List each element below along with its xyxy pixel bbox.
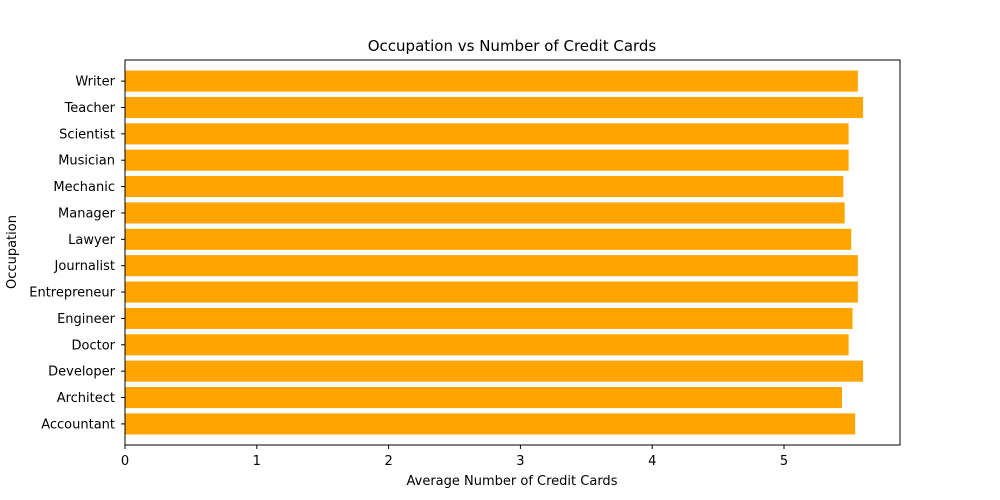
- y-tick-label: Journalist: [54, 259, 115, 274]
- y-tick-label: Teacher: [64, 101, 116, 116]
- y-tick-label: Developer: [48, 365, 116, 380]
- y-tick-label: Doctor: [71, 338, 115, 353]
- y-tick-label: Lawyer: [68, 233, 116, 248]
- bar-accountant: [125, 413, 856, 435]
- bar-writer: [125, 70, 858, 92]
- y-tick-label: Writer: [75, 75, 115, 90]
- x-tick-label: 0: [121, 454, 129, 469]
- y-tick-label: Entrepreneur: [29, 286, 115, 301]
- x-axis-label: Average Number of Credit Cards: [407, 474, 618, 489]
- bar-scientist: [125, 123, 849, 145]
- bar-mechanic: [125, 176, 844, 198]
- plot-frame: [124, 59, 901, 446]
- bar-manager: [125, 202, 845, 224]
- y-tick-label: Mechanic: [53, 180, 115, 195]
- bar-engineer: [125, 307, 853, 329]
- x-tick-label: 3: [516, 454, 524, 469]
- bar-teacher: [125, 96, 864, 119]
- y-tick-label: Musician: [58, 154, 115, 169]
- bar-developer: [125, 360, 864, 382]
- x-tick-label: 2: [384, 454, 392, 469]
- y-tick-label: Architect: [57, 391, 115, 406]
- chart-title: Occupation vs Number of Credit Cards: [368, 37, 657, 55]
- bar-journalist: [125, 255, 858, 277]
- bar-architect: [125, 386, 843, 409]
- y-axis-ticks: Accountant Architect Developer Doctor Engine…: [29, 75, 125, 432]
- bar-lawyer: [125, 228, 852, 250]
- y-tick-label: Accountant: [41, 417, 115, 432]
- x-tick-label: 4: [648, 454, 656, 469]
- y-tick-label: Scientist: [59, 127, 115, 142]
- x-tick-label: 1: [253, 454, 261, 469]
- bar-doctor: [125, 334, 849, 356]
- y-tick-label: Engineer: [57, 312, 116, 327]
- x-axis-ticks: 0 1 2 3 4 5: [121, 445, 788, 469]
- bar-musician: [125, 149, 849, 171]
- bars-group: [125, 70, 864, 435]
- x-tick-label: 5: [780, 454, 788, 469]
- y-axis-label: Occupation: [5, 215, 20, 289]
- bar-entrepreneur: [125, 281, 858, 303]
- y-tick-label: Manager: [58, 206, 116, 221]
